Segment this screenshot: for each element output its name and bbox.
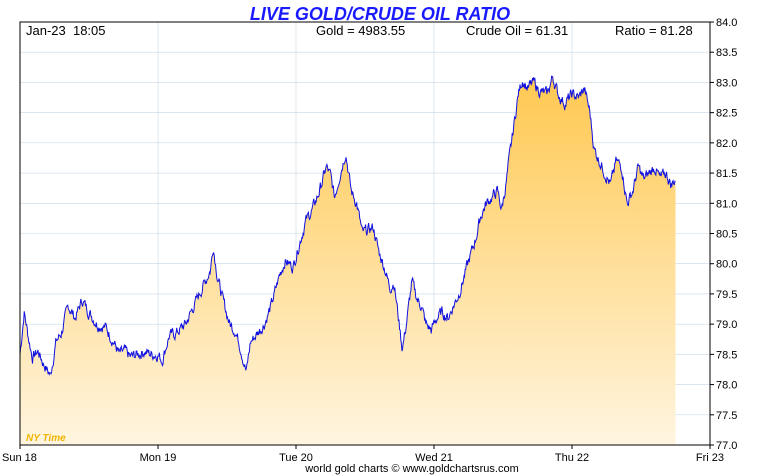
y-tick-label: 79.0 bbox=[716, 319, 737, 331]
y-tick-label: 81.5 bbox=[716, 168, 737, 180]
y-tick-label: 84.0 bbox=[716, 17, 737, 29]
x-tick-label: Fri 23 bbox=[696, 452, 724, 464]
y-tick-label: 79.5 bbox=[716, 289, 737, 301]
x-tick-label: Thu 22 bbox=[555, 452, 589, 464]
x-tick-label: Tue 20 bbox=[279, 452, 313, 464]
y-tick-label: 77.0 bbox=[716, 440, 737, 452]
x-axis-ticks: Sun 18 Mon 19 Tue 20 Wed 21 Thu 22 Fri 23 bbox=[2, 445, 724, 464]
header-ratio-value: Ratio = 81.28 bbox=[615, 23, 693, 38]
x-tick-label: Mon 19 bbox=[140, 452, 177, 464]
timezone-label: NY Time bbox=[26, 433, 66, 444]
ratio-area-fill bbox=[20, 76, 676, 445]
plot-frame bbox=[19, 21, 711, 446]
y-axis-ticks: 77.0 77.5 78.0 78.5 79.0 79.5 80.0 80.5 81.0 81.5… bbox=[710, 17, 737, 452]
y-tick-label: 80.5 bbox=[716, 229, 737, 241]
x-tick-label: Wed 21 bbox=[415, 452, 453, 464]
y-tick-label: 82.0 bbox=[716, 138, 737, 150]
chart-title: LIVE GOLD/CRUDE OIL RATIO bbox=[250, 4, 510, 24]
y-tick-label: 78.0 bbox=[716, 380, 737, 392]
header-gold-price: Gold = 4983.55 bbox=[316, 23, 405, 38]
y-tick-label: 83.0 bbox=[716, 77, 737, 89]
y-tick-label: 78.5 bbox=[716, 349, 737, 361]
footer-credit: world gold charts © www.goldchartsrus.co… bbox=[304, 463, 519, 475]
ratio-series-line bbox=[19, 75, 676, 377]
x-tick-label: Sun 18 bbox=[2, 452, 37, 464]
header-crude-price: Crude Oil = 61.31 bbox=[466, 23, 568, 38]
y-tick-label: 81.0 bbox=[716, 198, 737, 210]
header-datetime: Jan-23 18:05 bbox=[26, 23, 106, 38]
y-tick-label: 82.5 bbox=[716, 108, 737, 120]
y-tick-label: 83.5 bbox=[716, 47, 737, 59]
y-tick-label: 77.5 bbox=[716, 410, 737, 422]
y-tick-label: 80.0 bbox=[716, 259, 737, 271]
